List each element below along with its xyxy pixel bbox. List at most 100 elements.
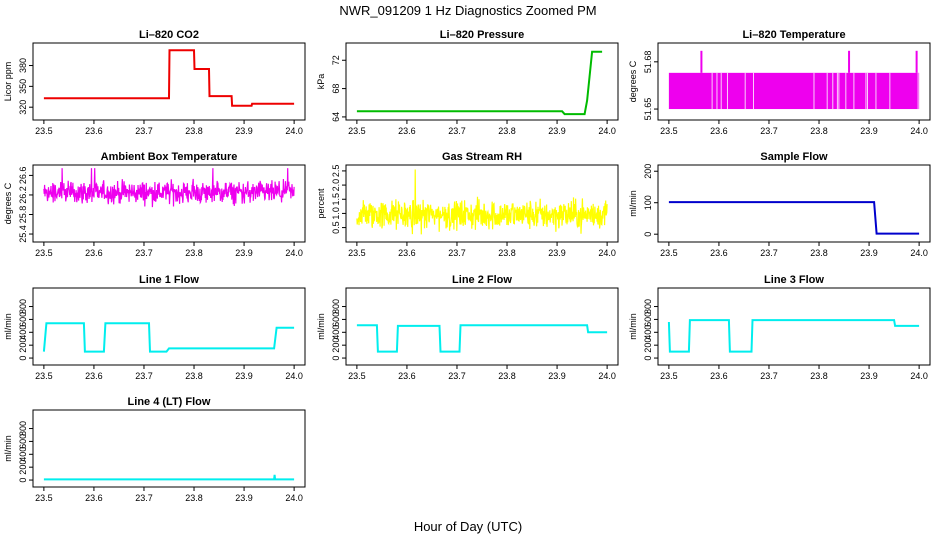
y-axis-label: ml/min — [3, 435, 13, 462]
x-tick-label: 23.9 — [548, 371, 566, 381]
y-tick-label: 1.5 — [331, 193, 341, 206]
x-tick-label: 23.7 — [448, 126, 466, 136]
x-tick-label: 23.9 — [548, 248, 566, 258]
y-tick-label: 51.68 — [643, 51, 653, 74]
y-tick-label: 200 — [18, 338, 28, 353]
chart-panel-4: Ambient Box Temperature 23.5 23.6 23.7 23.8 2… — [3, 151, 306, 258]
y-axis-label: degrees C — [628, 60, 638, 102]
y-tick-label: 0 — [18, 478, 28, 483]
x-tick-label: 23.6 — [398, 371, 416, 381]
x-tick-label: 23.6 — [85, 371, 103, 381]
x-tick-label: 23.9 — [235, 371, 253, 381]
plot-frame — [32, 409, 306, 488]
x-tick-label: 24.0 — [285, 126, 303, 136]
y-tick-label: 400 — [643, 325, 653, 340]
x-tick-label: 23.7 — [448, 248, 466, 258]
x-tick-label: 24.0 — [910, 371, 928, 381]
y-tick-label: 0 — [18, 356, 28, 361]
x-tick-label: 23.5 — [35, 371, 53, 381]
plot-frame — [657, 287, 931, 366]
panel-title: Gas Stream RH — [442, 151, 522, 163]
y-tick-label: 200 — [331, 338, 341, 353]
panel-title: Line 3 Flow — [764, 274, 824, 286]
x-tick-label: 23.6 — [85, 493, 103, 503]
plot-frame — [657, 42, 931, 121]
x-tick-label: 23.7 — [448, 371, 466, 381]
x-tick-label: 23.5 — [35, 493, 53, 503]
x-tick-label: 23.6 — [85, 248, 103, 258]
y-tick-label: 800 — [643, 299, 653, 314]
y-tick-label: 600 — [643, 312, 653, 327]
x-tick-label: 23.8 — [810, 126, 828, 136]
panel-title: Sample Flow — [760, 151, 828, 163]
data-line — [667, 319, 920, 353]
y-tick-label: 600 — [331, 312, 341, 327]
data-line — [43, 168, 295, 208]
y-axis-label: ml/min — [3, 313, 13, 340]
y-axis-label: degrees C — [3, 182, 13, 224]
figure-x-axis-label: Hour of Day (UTC) — [414, 519, 522, 534]
plot-frame — [32, 42, 306, 121]
y-axis-label: kPa — [316, 74, 326, 90]
x-tick-label: 23.7 — [760, 371, 778, 381]
y-axis-label: ml/min — [316, 313, 326, 340]
x-tick-label: 23.8 — [810, 248, 828, 258]
x-tick-label: 23.5 — [35, 126, 53, 136]
y-tick-label: 26.2 — [18, 186, 28, 204]
y-tick-label: 600 — [18, 312, 28, 327]
x-tick-label: 23.8 — [185, 248, 203, 258]
x-tick-label: 24.0 — [285, 248, 303, 258]
y-tick-label: 51.65 — [643, 98, 653, 121]
x-tick-label: 23.8 — [498, 371, 516, 381]
x-tick-label: 23.8 — [498, 248, 516, 258]
chart-panel-6: Sample Flow 23.5 23.6 23.7 23.8 23.9 24.0 0 100 2… — [628, 151, 931, 258]
y-axis-label: Licor ppm — [3, 62, 13, 102]
x-tick-label: 23.8 — [498, 126, 516, 136]
x-tick-label: 23.9 — [548, 126, 566, 136]
plot-frame — [32, 164, 306, 243]
data-line — [668, 201, 920, 235]
y-tick-label: 320 — [18, 100, 28, 115]
y-tick-label: 200 — [643, 164, 653, 179]
chart-panel-2: Li–820 Pressure 23.5 23.6 23.7 23.8 23.9 24.0 6… — [316, 29, 619, 136]
x-tick-label: 23.6 — [398, 126, 416, 136]
y-tick-label: 350 — [18, 79, 28, 94]
panel-title: Li–820 Pressure — [440, 29, 524, 41]
panel-title: Ambient Box Temperature — [101, 151, 238, 163]
plot-frame — [345, 42, 619, 121]
x-tick-label: 23.8 — [185, 126, 203, 136]
y-tick-label: 0 — [643, 356, 653, 361]
y-tick-label: 380 — [18, 58, 28, 73]
y-tick-label: 64 — [331, 112, 341, 122]
x-tick-label: 23.5 — [660, 248, 678, 258]
x-tick-label: 23.6 — [85, 126, 103, 136]
x-tick-label: 23.5 — [660, 371, 678, 381]
y-tick-label: 72 — [331, 55, 341, 65]
panel-title: Line 1 Flow — [139, 274, 199, 286]
x-tick-label: 23.8 — [185, 493, 203, 503]
x-tick-label: 24.0 — [598, 126, 616, 136]
y-tick-label: 68 — [331, 84, 341, 94]
panel-grid: Li–820 CO2 23.5 23.6 23.7 23.8 23.9 24.0 320 350… — [3, 29, 931, 503]
y-tick-label: 2.0 — [331, 179, 341, 192]
x-tick-label: 23.9 — [235, 126, 253, 136]
panel-title: Li–820 Temperature — [742, 29, 845, 41]
data-line — [43, 474, 295, 481]
y-axis-label: ml/min — [628, 190, 638, 217]
chart-panel-7: Line 1 Flow 23.5 23.6 23.7 23.8 23.9 24.0 0 2004… — [3, 274, 306, 381]
plot-frame — [345, 164, 619, 243]
x-tick-label: 23.7 — [135, 493, 153, 503]
y-tick-label: 200 — [643, 338, 653, 353]
y-tick-label: 0 — [643, 232, 653, 237]
x-tick-label: 24.0 — [910, 248, 928, 258]
data-band — [668, 72, 920, 110]
plot-frame — [32, 287, 306, 366]
x-tick-label: 23.9 — [235, 248, 253, 258]
x-tick-label: 23.5 — [348, 126, 366, 136]
x-tick-label: 23.6 — [710, 371, 728, 381]
y-tick-label: 100 — [643, 195, 653, 210]
chart-panel-10: Line 4 (LT) Flow 23.5 23.6 23.7 23.8 23.9 24.0… — [3, 396, 306, 503]
x-tick-label: 23.7 — [760, 248, 778, 258]
chart-panel-9: Line 3 Flow 23.5 23.6 23.7 23.8 23.9 24.0 0 2004… — [628, 274, 931, 381]
